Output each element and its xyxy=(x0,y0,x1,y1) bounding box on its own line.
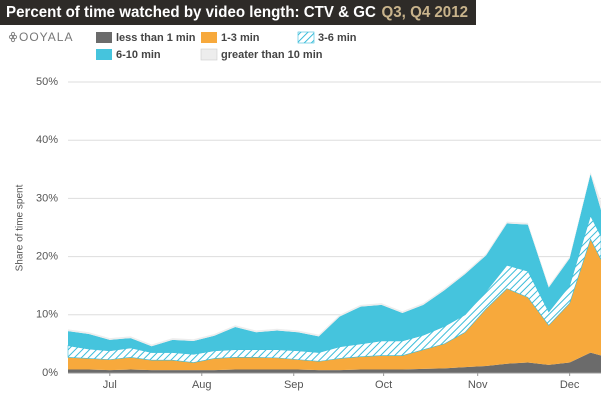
legend-swatch xyxy=(201,32,217,43)
logo-icon xyxy=(8,31,18,43)
legend-swatch xyxy=(200,48,218,61)
area xyxy=(68,239,601,371)
legend-label: 6-10 min xyxy=(116,49,161,61)
y-tick-label: 40% xyxy=(36,134,58,146)
title-bar xyxy=(0,0,476,25)
title-main: Percent of time watched by video length:… xyxy=(6,4,376,21)
legend-swatch xyxy=(96,49,112,60)
area xyxy=(68,173,601,355)
y-tick-label: 50% xyxy=(36,76,58,88)
legend-label: less than 1 min xyxy=(116,32,196,44)
x-tick-label: Nov xyxy=(468,379,488,391)
x-tick-label: Sep xyxy=(284,379,304,391)
logo: OOYALA xyxy=(19,30,73,44)
legend-label: greater than 10 min xyxy=(221,49,323,61)
x-tick-label: Dec xyxy=(560,379,580,391)
area xyxy=(68,352,601,373)
x-tick-label: Aug xyxy=(192,379,212,391)
chart-title: Percent of time watched by video length:… xyxy=(6,4,468,21)
legend-label: 1-3 min xyxy=(221,32,260,44)
legend-swatch xyxy=(297,31,315,44)
legend-label: 3-6 min xyxy=(318,32,357,44)
x-tick-label: Jul xyxy=(103,379,117,391)
y-tick-label: 0% xyxy=(42,367,58,379)
y-tick-label: 10% xyxy=(36,309,58,321)
y-tick-label: 20% xyxy=(36,251,58,263)
y-tick-label: 30% xyxy=(36,192,58,204)
title-period: Q3, Q4 2012 xyxy=(382,4,469,21)
legend-swatch xyxy=(96,32,112,43)
x-tick-label: Oct xyxy=(375,379,392,391)
y-axis-label: Share of time spent xyxy=(15,184,26,271)
